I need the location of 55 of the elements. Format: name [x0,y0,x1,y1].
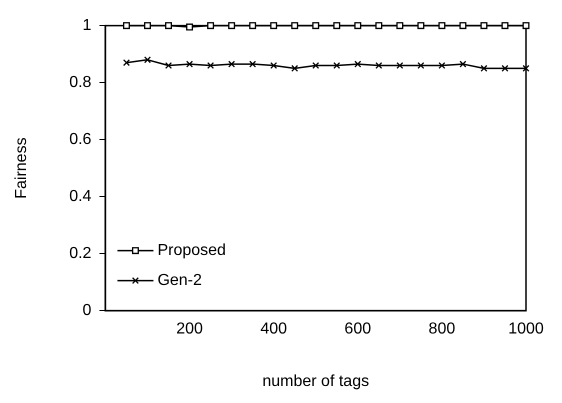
point [312,62,320,69]
x-tick-label: 200 [176,320,203,338]
point [459,60,466,68]
y-tick-label: 0.6 [69,131,92,148]
legend-label: Proposed [157,242,226,260]
point [122,59,130,66]
point [228,60,236,68]
point [438,62,446,69]
point [186,60,194,68]
point [270,22,278,30]
point [165,22,172,30]
point [312,22,320,30]
point [396,22,404,30]
point [207,22,214,30]
point [207,62,214,69]
y-tick-label: 0.4 [69,188,92,206]
point [459,22,466,30]
point [480,64,488,72]
y-tick-label: 0.8 [69,74,92,92]
y-tick-label: 1 [82,17,92,34]
point [333,22,340,30]
point [228,22,236,30]
y-tick-label: 0.2 [69,245,92,262]
point [501,64,508,72]
point [480,22,488,30]
x-tick-label: 600 [344,320,372,338]
y-axis-title: Fairness [13,137,30,199]
point [249,22,256,30]
x-tick-label: 800 [428,320,456,338]
point [249,60,256,68]
point [417,22,424,30]
point [417,62,424,69]
x-tick-label: 1000 [508,320,544,338]
point [122,22,130,30]
point [522,64,530,72]
point [438,22,446,30]
point [375,62,382,69]
point [375,22,382,30]
point [501,22,508,30]
point [354,60,362,68]
point [291,22,298,30]
point [186,24,194,31]
x-axis-title: number of tags [262,372,370,390]
legend-label: Gen-2 [157,272,202,290]
x-tick-label: 400 [260,320,288,338]
point [333,62,340,69]
point [291,64,298,72]
point [354,22,362,30]
point [396,62,404,69]
y-tick-label: 0 [82,302,92,320]
point [165,62,172,69]
point [144,56,151,64]
point [144,22,151,30]
point [522,22,530,30]
point [270,62,278,69]
